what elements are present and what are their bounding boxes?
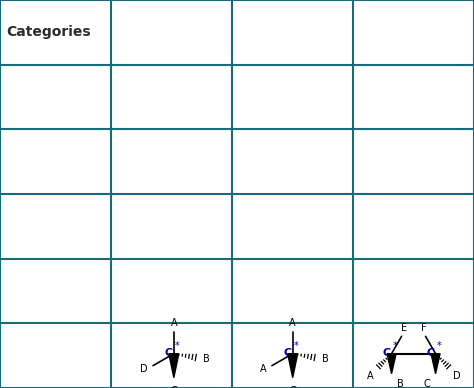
Polygon shape [288, 354, 298, 378]
Text: *: * [392, 341, 397, 351]
Polygon shape [431, 354, 440, 374]
Text: D: D [453, 371, 461, 381]
Text: Categories: Categories [6, 25, 91, 39]
Text: C: C [164, 348, 173, 358]
Text: A: A [290, 318, 296, 328]
Text: C: C [424, 379, 430, 388]
Polygon shape [387, 354, 396, 374]
Polygon shape [169, 354, 179, 378]
Text: *: * [294, 341, 299, 351]
Text: B: B [322, 354, 329, 364]
Text: C: C [427, 348, 435, 358]
Text: C: C [171, 386, 177, 388]
Text: B: B [397, 379, 403, 388]
Text: *: * [175, 341, 180, 351]
Text: B: B [203, 354, 210, 364]
Text: C: C [383, 348, 391, 358]
Text: A: A [367, 371, 374, 381]
Text: C: C [283, 348, 292, 358]
Text: A: A [171, 318, 177, 328]
Text: A: A [260, 364, 267, 374]
Text: *: * [437, 341, 441, 351]
Text: E: E [401, 323, 407, 333]
Text: C: C [289, 386, 296, 388]
Text: D: D [140, 364, 148, 374]
Text: F: F [421, 323, 427, 333]
